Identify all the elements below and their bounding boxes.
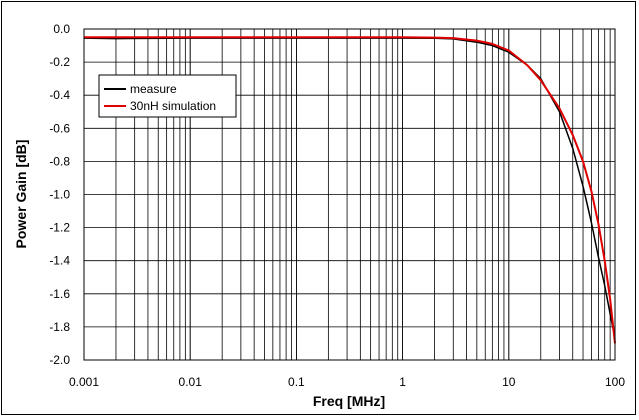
y-tick-label: -0.2	[49, 55, 70, 69]
x-tick-label: 1	[399, 375, 406, 389]
plot-border	[83, 28, 616, 361]
chart-frame: 0.001 0.01 0.1 1 10 100 0.0 -0.2 -0.4 -0.6 -0.8 -1.…	[1, 1, 636, 415]
x-axis-label: Freq [MHz]	[313, 393, 385, 409]
y-tick-label: 0.0	[53, 22, 70, 36]
y-tick-label: -1.8	[49, 320, 70, 334]
x-tick-label: 0.001	[69, 375, 99, 389]
series-line-simulation	[84, 36, 616, 344]
y-tick-label: -1.0	[49, 188, 70, 202]
tick-labels: 0.001 0.01 0.1 1 10 100 0.0 -0.2 -0.4 -0.6 -0.8 -1.…	[49, 22, 625, 389]
legend: measure 30nH simulation	[98, 74, 237, 118]
legend-label: 30nH simulation	[130, 99, 216, 113]
y-tick-label: -0.8	[49, 154, 70, 168]
series-layer	[83, 36, 616, 344]
x-tick-label: 100	[605, 375, 625, 389]
y-tick-label: -2.0	[49, 353, 70, 367]
y-tick-label: -1.2	[49, 221, 70, 235]
y-tick-label: -1.6	[49, 287, 70, 301]
legend-box	[98, 74, 237, 118]
y-tick-label: -1.4	[49, 254, 70, 268]
y-tick-label: -0.6	[49, 121, 70, 135]
legend-label: measure	[130, 82, 177, 96]
y-axis-label: Power Gain [dB]	[13, 140, 29, 249]
x-tick-label: 0.01	[179, 375, 203, 389]
x-tick-label: 0.1	[288, 375, 305, 389]
x-tick-label: 10	[502, 375, 516, 389]
y-tick-label: -0.4	[49, 88, 70, 102]
